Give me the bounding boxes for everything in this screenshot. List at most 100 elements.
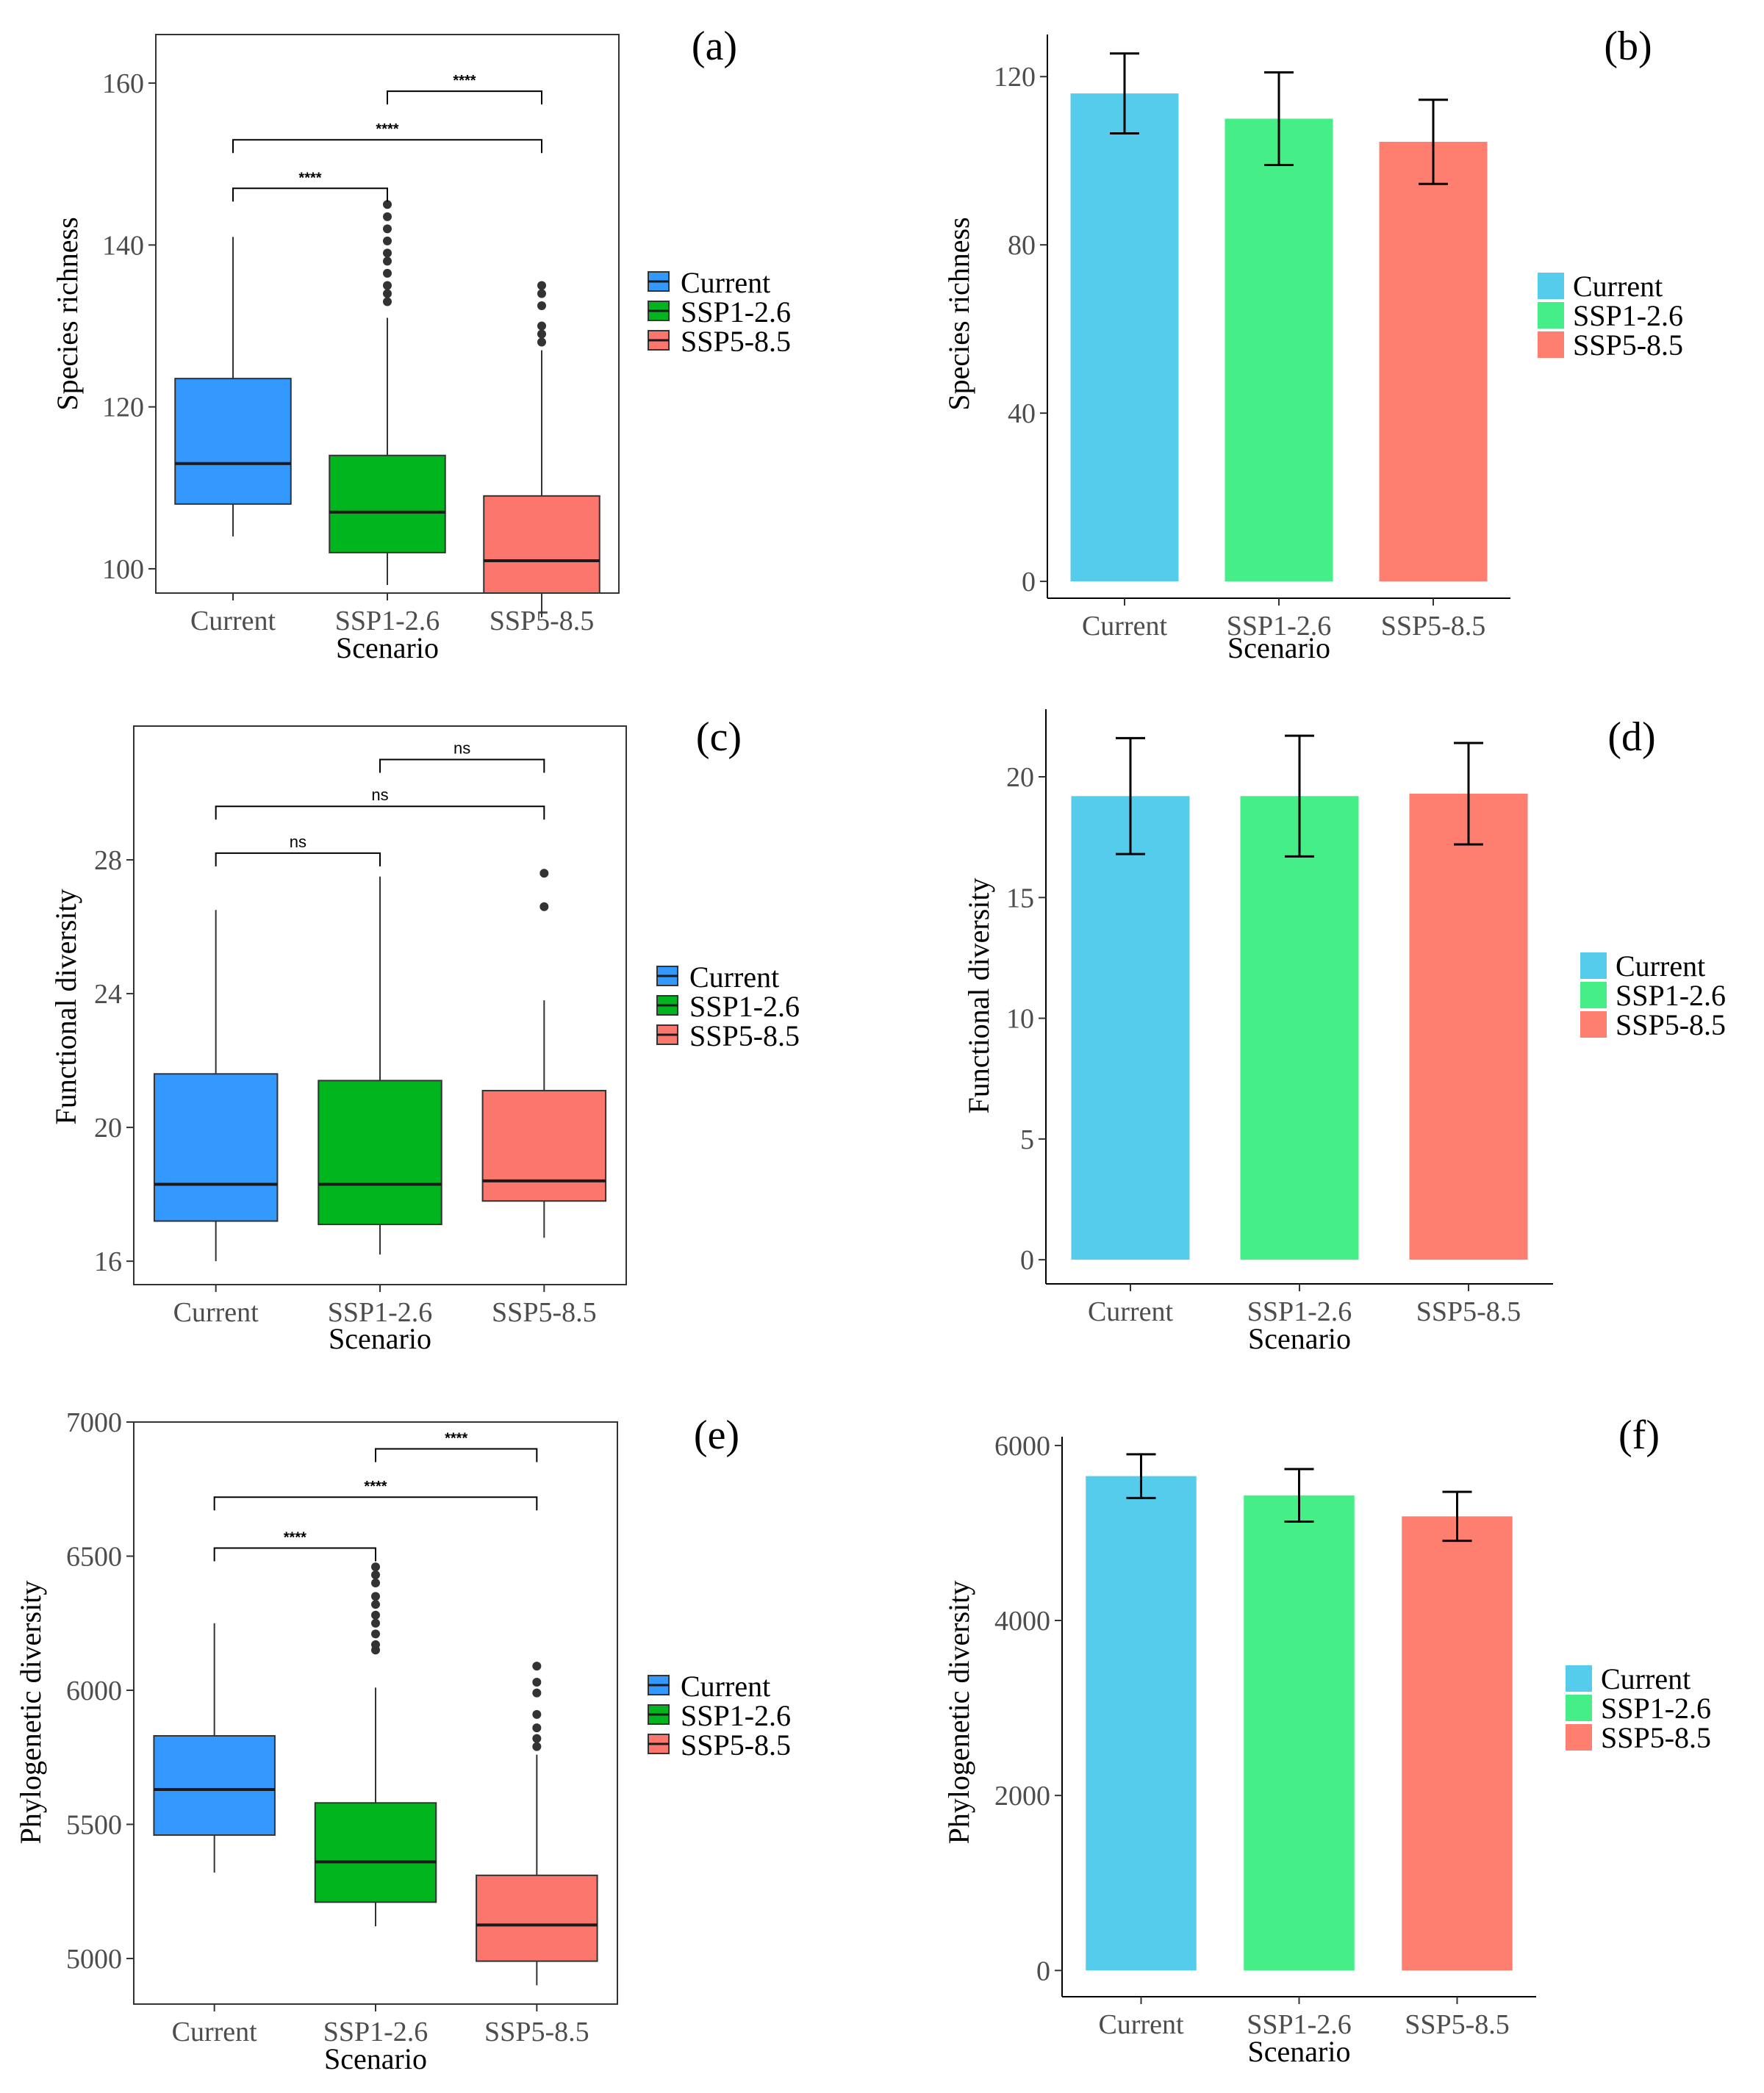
x-tick-label: Current (1088, 1296, 1174, 1327)
legend-label: Current (1601, 1662, 1690, 1695)
y-tick-label: 160 (102, 68, 144, 99)
panel-label: (e) (694, 1412, 739, 1458)
bracket-line (232, 139, 542, 154)
x-axis-title: Scenario (336, 631, 439, 664)
y-tick-label: 6500 (66, 1541, 122, 1572)
legend-label: SSP1-2.6 (1616, 979, 1726, 1012)
box-body (481, 1090, 607, 1202)
legend-item: SSP1-2.6 (648, 1699, 791, 1732)
x-tick-label: Current (1098, 2009, 1184, 2040)
box-3 (476, 1662, 598, 1986)
y-tick-label: 2000 (994, 1781, 1050, 1812)
significance-bracket: ns (379, 739, 545, 773)
box-body (153, 1735, 276, 1837)
panel-label: (d) (1607, 714, 1655, 760)
legend-item: Current (1580, 949, 1705, 983)
outlier-point (537, 337, 546, 347)
x-tick-label: Current (1082, 611, 1168, 642)
bracket-line (232, 187, 388, 202)
legend-item: SSP5-8.5 (648, 325, 791, 358)
x-tick-label: Current (173, 1297, 259, 1328)
y-tick-label: 10 (1006, 1004, 1034, 1035)
x-axis-title: Scenario (1227, 631, 1330, 664)
outlier-point (383, 281, 392, 290)
legend-item: SSP5-8.5 (1566, 1721, 1711, 1754)
outlier-point (539, 902, 549, 911)
outlier-point (383, 268, 392, 278)
y-tick-label: 6000 (994, 1431, 1050, 1462)
legend-key (1538, 331, 1564, 358)
legend-key (1580, 952, 1607, 979)
x-tick-label: SSP5-8.5 (1416, 1296, 1521, 1327)
bar-2 (1225, 71, 1333, 582)
outlier-point (371, 1578, 380, 1587)
panel-label: (b) (1604, 24, 1652, 69)
legend-label: SSP5-8.5 (689, 1019, 800, 1052)
legend-item: SSP5-8.5 (656, 1019, 800, 1052)
outlier-point (383, 200, 392, 209)
bar (1379, 141, 1488, 582)
box-body (153, 1073, 279, 1222)
y-tick-label: 24 (94, 979, 122, 1010)
box-2 (329, 200, 446, 585)
outlier-point (371, 1610, 380, 1620)
legend-label: SSP5-8.5 (681, 325, 791, 358)
significance-bracket: **** (213, 1530, 376, 1562)
legend-item: SSP5-8.5 (1580, 1008, 1726, 1041)
outlier-point (371, 1592, 380, 1601)
y-tick-label: 28 (94, 845, 122, 876)
bar (1240, 796, 1359, 1260)
significance-label: **** (298, 170, 321, 186)
y-axis-title: Species richness (51, 217, 84, 410)
outlier-point (537, 281, 546, 290)
x-tick-label: SSP1-2.6 (1247, 1296, 1352, 1327)
x-tick-label: Current (172, 2017, 258, 2047)
x-tick-label: SSP1-2.6 (1247, 2009, 1352, 2040)
bar (1086, 1476, 1197, 1971)
box-3 (483, 281, 600, 618)
bar-3 (1379, 98, 1488, 582)
y-axis-title: Species richness (942, 217, 975, 410)
outlier-point (383, 236, 392, 245)
y-tick-label: 4000 (994, 1606, 1050, 1637)
outlier-point (532, 1734, 542, 1743)
bar-3 (1402, 1490, 1513, 1971)
significance-bracket: **** (387, 73, 542, 105)
significance-label: ns (290, 833, 306, 851)
x-axis-title: Scenario (329, 1322, 431, 1355)
box-1 (153, 1623, 276, 1873)
legend-label: Current (681, 1670, 770, 1703)
box-body (483, 495, 600, 595)
x-axis-title: Scenario (1248, 1322, 1351, 1355)
y-tick-label: 0 (1020, 1245, 1034, 1276)
box-body (318, 1080, 442, 1226)
box-1 (174, 237, 292, 536)
x-tick-label: SSP5-8.5 (484, 2017, 589, 2047)
legend-label: SSP1-2.6 (681, 1699, 791, 1732)
box-body (174, 378, 292, 505)
x-tick-label: SSP1-2.6 (328, 1297, 433, 1328)
legend-label: SSP1-2.6 (1601, 1692, 1711, 1725)
significance-bracket: ns (215, 786, 545, 820)
y-tick-label: 5 (1020, 1124, 1034, 1155)
legend-label: SSP5-8.5 (1601, 1721, 1711, 1754)
y-tick-label: 5000 (66, 1944, 122, 1975)
bar-2 (1240, 734, 1359, 1260)
bar-1 (1086, 1453, 1197, 1971)
significance-bracket: ns (215, 833, 381, 866)
outlier-point (532, 1742, 542, 1751)
significance-bracket: **** (232, 170, 388, 202)
outlier-point (532, 1662, 542, 1671)
box-body (476, 1874, 598, 1962)
bar-1 (1071, 736, 1190, 1260)
y-tick-label: 120 (102, 392, 144, 423)
outlier-point (383, 248, 392, 258)
legend-label: Current (689, 961, 779, 994)
legend-key (1580, 1011, 1607, 1038)
legend-key (1566, 1695, 1592, 1721)
significance-label: ns (371, 786, 388, 804)
